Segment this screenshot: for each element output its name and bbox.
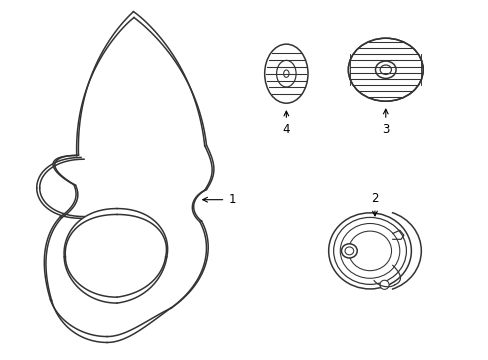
Ellipse shape [345, 247, 353, 255]
Ellipse shape [379, 65, 390, 75]
Ellipse shape [347, 38, 422, 101]
Ellipse shape [264, 44, 307, 103]
Ellipse shape [341, 244, 357, 258]
Text: 3: 3 [381, 109, 388, 136]
Ellipse shape [333, 217, 406, 284]
Ellipse shape [348, 231, 391, 271]
Ellipse shape [340, 224, 399, 278]
Text: 4: 4 [282, 111, 289, 136]
Ellipse shape [276, 60, 296, 87]
Ellipse shape [379, 280, 388, 289]
Ellipse shape [283, 70, 288, 77]
Text: 2: 2 [370, 192, 378, 216]
Text: 1: 1 [203, 193, 235, 206]
Ellipse shape [375, 61, 395, 78]
Ellipse shape [328, 213, 410, 289]
